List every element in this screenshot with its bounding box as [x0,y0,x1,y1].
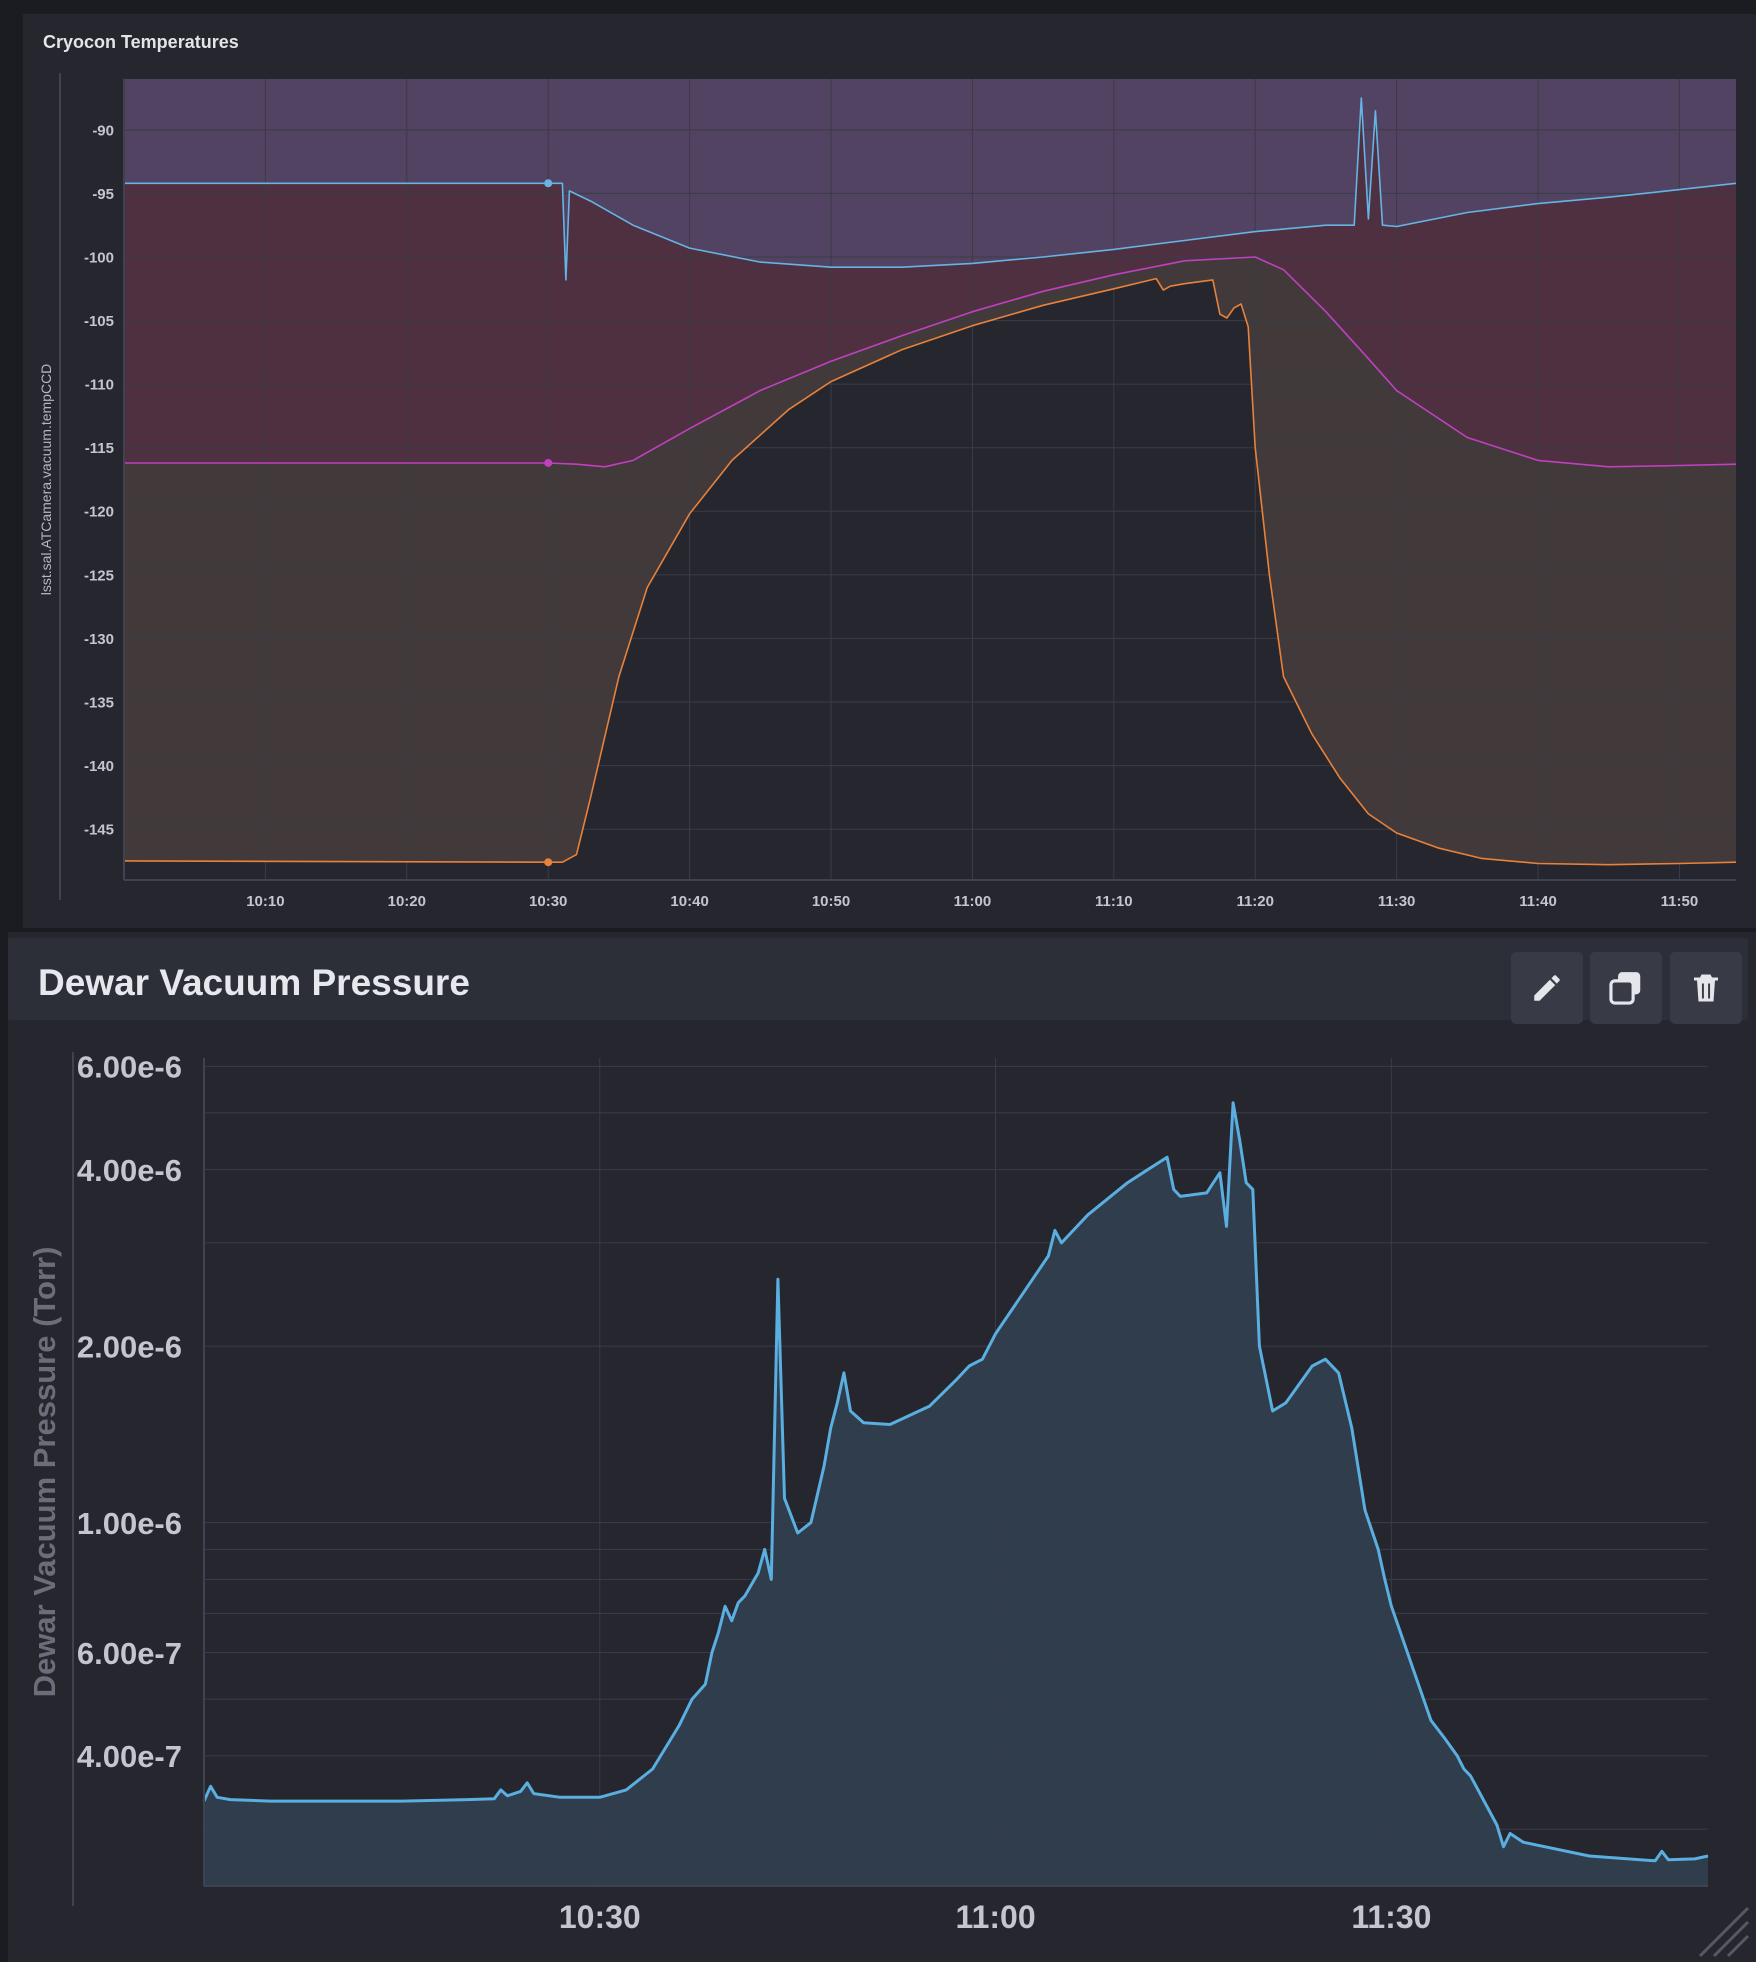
series-marker [544,179,553,188]
series-fill [124,257,1736,865]
y-tick-label: 1.00e-6 [77,1506,182,1541]
y-tick-label: -145 [84,822,114,839]
y-tick-label: -90 [92,122,114,139]
series-line [123,277,1737,866]
trash-icon [1694,974,1718,1002]
resize-handle-icon[interactable] [1690,1898,1750,1958]
x-tick-label: 11:20 [1236,893,1274,910]
y-tick-label: -115 [85,440,114,457]
series-fill [124,98,1736,467]
x-tick-label: 10:20 [388,893,426,910]
x-tick-label: 11:00 [956,1899,1036,1935]
series-line [202,1101,1709,1863]
y-tick-label: 4.00e-7 [77,1739,182,1774]
series-fill [204,1102,1708,1886]
delete-button[interactable] [1670,952,1742,1024]
y-tick-label: 2.00e-6 [77,1329,182,1364]
x-tick-label: 11:10 [1095,893,1133,910]
x-tick-label: 11:00 [954,893,992,910]
temperature-plot: -90 -95 -100 -105 -110 -115 -120 -125 -130 -135 -1… [38,73,1737,910]
x-tick-label: 10:40 [670,893,708,910]
x-tick-label: 10:10 [246,893,284,910]
y-tick-label: -105 [84,313,114,330]
duplicate-button[interactable] [1590,952,1662,1024]
y-tick-label: 6.00e-7 [77,1636,182,1671]
y-tick-label: -140 [84,758,114,775]
x-tick-label: 11:30 [1378,893,1416,910]
y-tick-label: -110 [85,377,114,394]
pencil-icon [1534,975,1560,1001]
y-tick-label: 4.00e-6 [77,1153,182,1188]
x-tick-label: 11:40 [1519,893,1557,910]
y-tick-label: -125 [84,567,114,584]
copy-icon [1609,972,1641,1005]
y-axis-label: lsst.sal.ATCamera.vacuum.tempCCD [38,364,54,596]
y-tick-label: -135 [84,694,114,711]
x-tick-label: 11:30 [1351,1899,1431,1935]
x-tick-label: 11:50 [1661,893,1699,910]
y-axis-label: Dewar Vacuum Pressure (Torr) [27,1247,62,1698]
series-line [124,256,1737,468]
x-tick-label: 10:30 [529,893,567,910]
x-tick-label: 10:30 [559,1899,641,1935]
y-tick-label: -130 [84,631,114,648]
panel-title: Cryocon Temperatures [43,32,239,52]
series-line [124,97,1737,281]
x-tick-label: 10:50 [812,893,850,910]
y-tick-label: -95 [92,186,114,203]
y-tick-label: 6.00e-6 [77,1050,182,1085]
series-marker [544,458,553,467]
pressure-plot: 6.00e-6 4.00e-6 2.00e-6 1.00e-6 6.00e-7 4.00e… [27,1050,1709,1935]
y-tick-label: -100 [84,249,114,266]
panel-header: Dewar Vacuum Pressure [8,938,1748,1024]
panel-title: Dewar Vacuum Pressure [38,962,470,1003]
series-fill [124,79,1736,280]
series-marker [544,858,553,867]
edit-button[interactable] [1511,952,1583,1024]
y-tick-label: -120 [84,504,114,521]
